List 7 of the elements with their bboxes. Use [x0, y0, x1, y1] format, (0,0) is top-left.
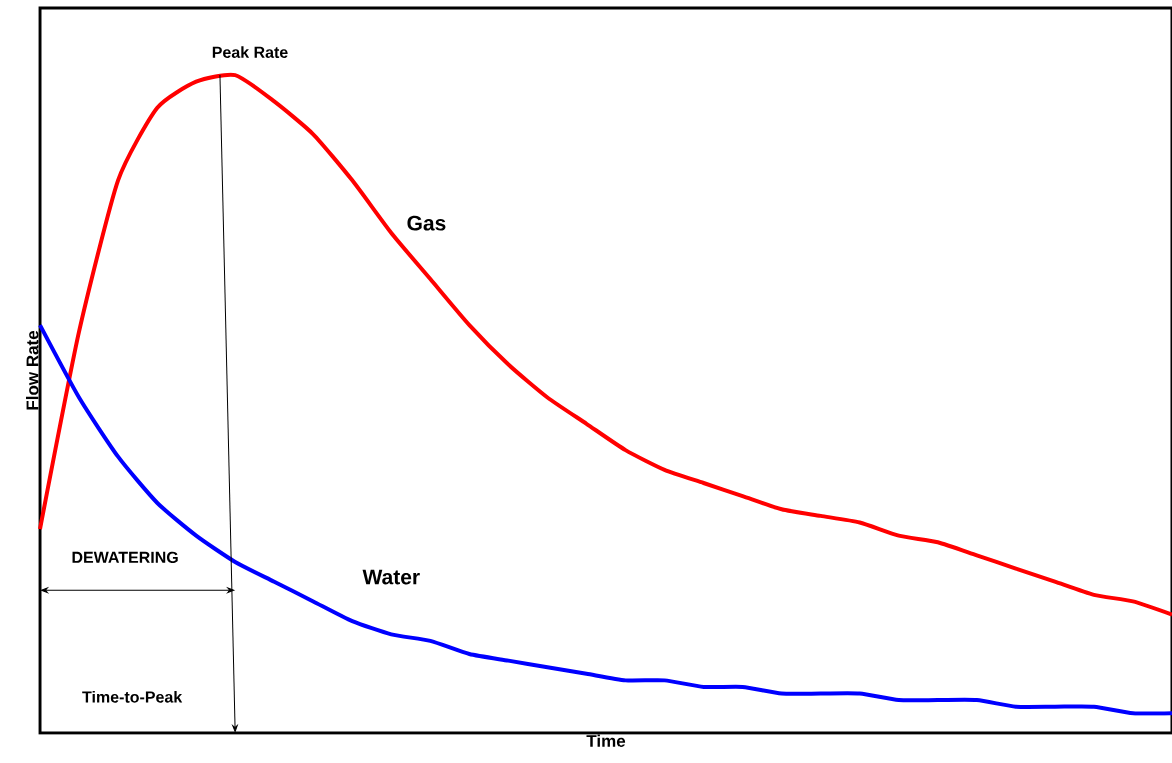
y-axis-title: Flow Rate	[25, 330, 39, 410]
series-label: Water	[362, 569, 420, 585]
text: Peak Rate	[212, 46, 288, 58]
annotation: DEWATERING	[72, 551, 178, 563]
series-label: Gas	[407, 215, 446, 231]
x-axis-title: Time	[586, 734, 626, 748]
annotation: Time-to-Peak	[82, 690, 183, 703]
